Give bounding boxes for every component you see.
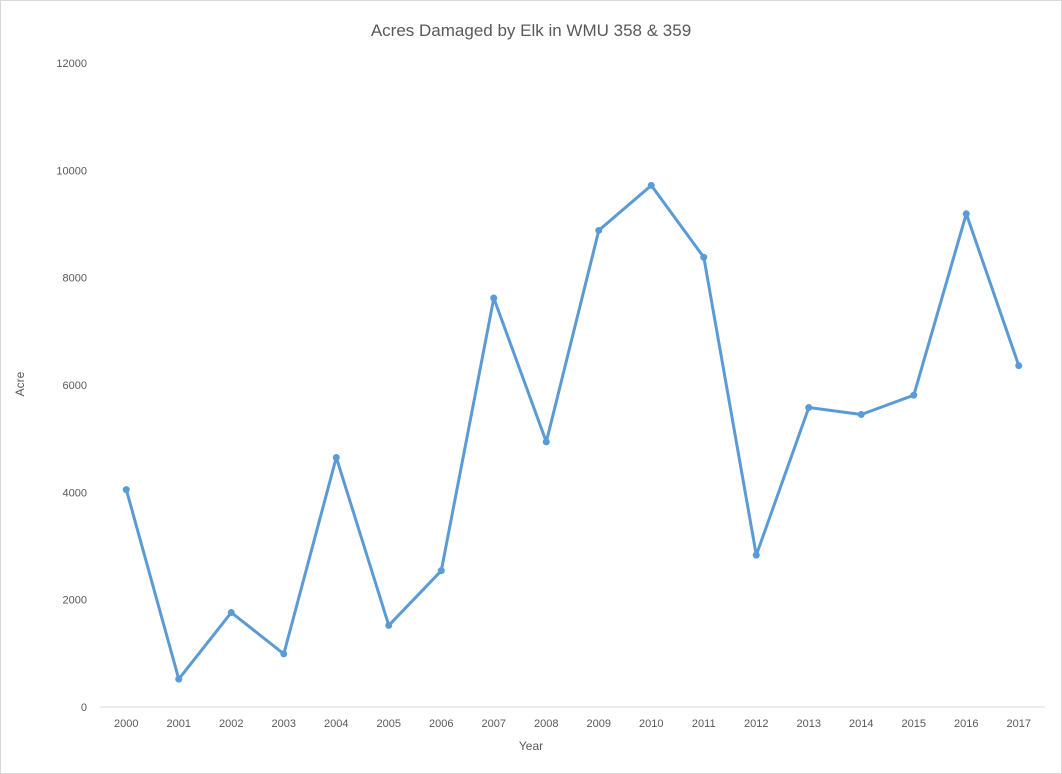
chart-title: Acres Damaged by Elk in WMU 358 & 359 bbox=[370, 21, 692, 40]
y-tick-label: 2000 bbox=[63, 595, 87, 607]
data-point bbox=[385, 621, 393, 629]
data-point bbox=[700, 253, 708, 261]
data-point bbox=[962, 210, 970, 218]
x-tick-label: 2006 bbox=[429, 718, 453, 730]
x-axis-label: Year bbox=[518, 739, 544, 753]
data-point bbox=[647, 181, 655, 189]
x-tick-label: 2003 bbox=[272, 718, 296, 730]
y-tick-label: 10000 bbox=[56, 165, 87, 177]
x-tick-label: 2012 bbox=[744, 718, 768, 730]
y-tick-label: 4000 bbox=[63, 487, 87, 499]
data-point bbox=[437, 567, 445, 575]
data-point bbox=[1015, 362, 1023, 370]
data-point bbox=[227, 609, 235, 617]
data-point bbox=[910, 391, 918, 399]
series-line bbox=[124, 183, 1021, 681]
data-point bbox=[805, 404, 813, 412]
x-tick-label: 2001 bbox=[167, 718, 191, 730]
data-point bbox=[280, 650, 288, 658]
y-tick-label: 12000 bbox=[56, 58, 87, 70]
y-tick-label: 6000 bbox=[63, 380, 87, 392]
data-point bbox=[752, 551, 760, 559]
y-tick-label: 0 bbox=[81, 702, 87, 714]
x-tick-label: 2011 bbox=[692, 718, 716, 730]
data-point bbox=[332, 453, 340, 461]
data-point bbox=[857, 411, 865, 419]
x-tick-label: 2017 bbox=[1007, 718, 1031, 730]
x-tick-label: 2002 bbox=[219, 718, 243, 730]
x-tick-label: 2009 bbox=[587, 718, 611, 730]
x-tick-label: 2004 bbox=[324, 718, 348, 730]
data-point bbox=[122, 486, 130, 494]
x-tick-label: 2014 bbox=[849, 718, 873, 730]
x-tick-label: 2016 bbox=[954, 718, 978, 730]
data-point bbox=[595, 226, 603, 234]
x-tick-label: 2010 bbox=[639, 718, 663, 730]
y-tick-label: 8000 bbox=[63, 273, 87, 285]
x-tick-label: 2008 bbox=[534, 718, 558, 730]
x-tick-label: 2007 bbox=[482, 718, 506, 730]
x-tick-label: 2000 bbox=[114, 718, 138, 730]
data-point bbox=[542, 438, 550, 446]
data-point bbox=[490, 294, 498, 302]
x-tick-label: 2005 bbox=[377, 718, 401, 730]
x-tick-label: 2015 bbox=[902, 718, 926, 730]
x-tick-label: 2013 bbox=[797, 718, 821, 730]
data-point bbox=[175, 675, 183, 683]
